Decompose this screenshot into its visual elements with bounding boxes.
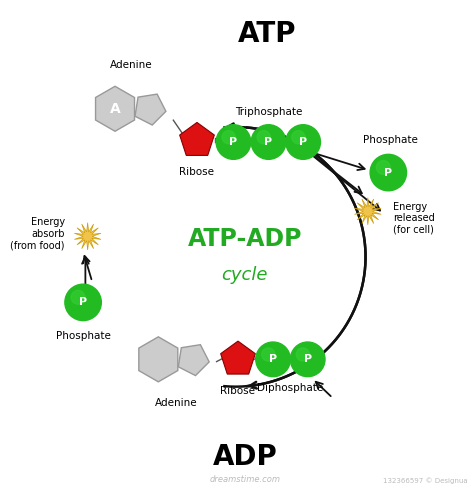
Text: P: P xyxy=(299,137,307,147)
Circle shape xyxy=(71,290,85,304)
Circle shape xyxy=(216,124,251,160)
Text: Diphosphate: Diphosphate xyxy=(257,383,324,393)
Text: cycle: cycle xyxy=(221,266,268,284)
Text: ADP: ADP xyxy=(212,443,277,471)
Polygon shape xyxy=(221,341,255,374)
Text: P: P xyxy=(304,354,312,364)
Text: 132366597 © Designua: 132366597 © Designua xyxy=(383,478,468,484)
Circle shape xyxy=(256,342,291,376)
Text: ATP-ADP: ATP-ADP xyxy=(188,226,302,250)
Text: Adenine: Adenine xyxy=(155,398,198,408)
Text: P: P xyxy=(384,168,392,177)
Polygon shape xyxy=(139,337,178,382)
Polygon shape xyxy=(74,222,101,250)
Text: Energy
released
(for cell): Energy released (for cell) xyxy=(393,202,435,234)
Text: Ribose: Ribose xyxy=(180,167,215,177)
Text: P: P xyxy=(269,354,277,364)
Circle shape xyxy=(262,348,275,361)
Circle shape xyxy=(286,124,320,160)
Text: P: P xyxy=(79,298,87,308)
Text: Phosphate: Phosphate xyxy=(363,135,418,145)
Text: Energy
absorb
(from food): Energy absorb (from food) xyxy=(10,218,65,250)
Polygon shape xyxy=(180,122,214,156)
Circle shape xyxy=(296,348,310,361)
Text: ATP: ATP xyxy=(238,20,297,48)
Polygon shape xyxy=(178,344,209,376)
Circle shape xyxy=(65,284,101,321)
Circle shape xyxy=(292,130,305,144)
Circle shape xyxy=(257,130,270,144)
Text: P: P xyxy=(229,137,237,147)
Polygon shape xyxy=(355,198,381,225)
Circle shape xyxy=(376,160,390,174)
Text: Ribose: Ribose xyxy=(220,386,255,396)
Text: P: P xyxy=(264,137,273,147)
Text: dreamstime.com: dreamstime.com xyxy=(210,476,280,484)
Polygon shape xyxy=(96,86,135,132)
Text: A: A xyxy=(109,102,120,116)
Text: Adenine: Adenine xyxy=(109,60,152,70)
Circle shape xyxy=(251,124,286,160)
Polygon shape xyxy=(135,94,166,125)
Text: Triphosphate: Triphosphate xyxy=(235,107,302,117)
Circle shape xyxy=(222,130,235,144)
Circle shape xyxy=(291,342,325,376)
Circle shape xyxy=(370,154,407,191)
Text: Phosphate: Phosphate xyxy=(55,330,110,340)
